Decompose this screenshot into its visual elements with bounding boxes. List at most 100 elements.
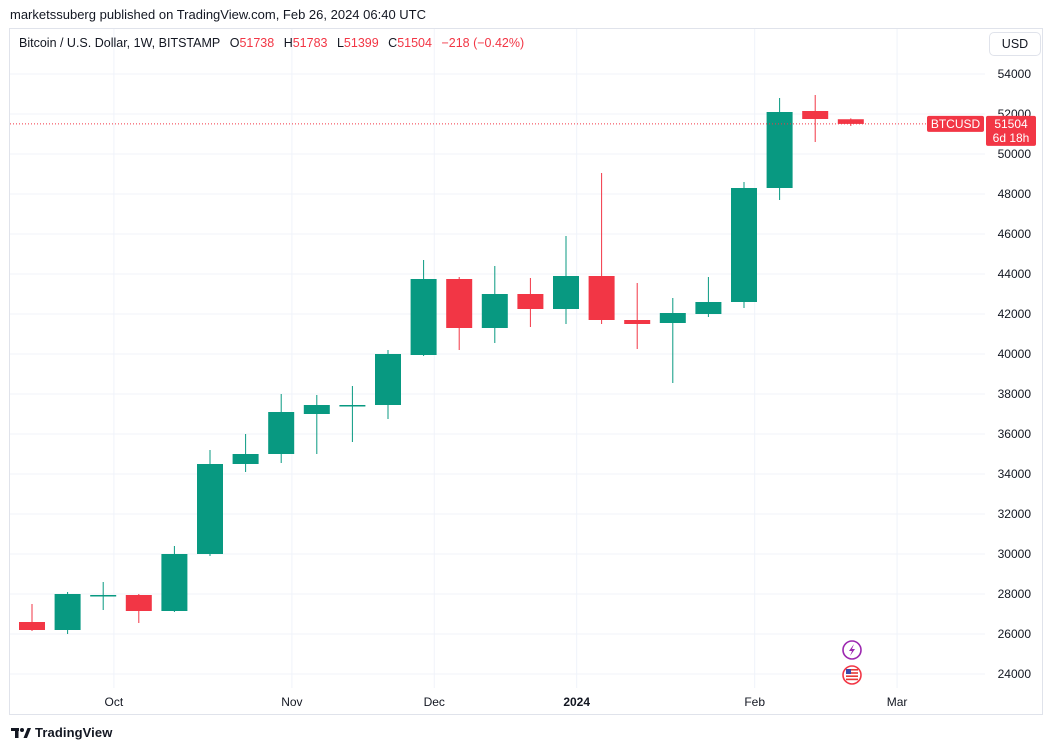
candle-body — [197, 464, 223, 554]
candle — [90, 582, 117, 610]
time-tick-label: 2024 — [563, 695, 590, 709]
price-tick-label: 42000 — [998, 307, 1032, 321]
candle-body — [837, 119, 864, 124]
candle-body — [19, 622, 45, 630]
candle-body — [339, 405, 366, 407]
price-tick-label: 24000 — [998, 667, 1032, 681]
price-tick-label: 44000 — [998, 267, 1032, 281]
time-tick-label: Nov — [281, 695, 302, 709]
candle — [481, 266, 508, 343]
symbol-tag-bg — [927, 115, 984, 132]
close-label: C — [388, 36, 398, 50]
price-tag-value: 51504 — [994, 117, 1028, 131]
time-tick-label: Dec — [424, 695, 445, 709]
candle-body — [695, 302, 722, 314]
low-label: L — [336, 36, 344, 50]
low-value: 51399 — [343, 36, 379, 50]
candle — [303, 395, 330, 454]
candle — [446, 277, 473, 350]
time-tick-label: Mar — [887, 695, 908, 709]
candle — [197, 450, 223, 556]
candle-body — [553, 276, 579, 309]
candle-body — [54, 594, 81, 630]
candle-body — [802, 111, 829, 119]
candle-body — [303, 405, 330, 414]
change-value: −218 (−0.42%) — [441, 36, 525, 50]
us-flag-stripe — [846, 678, 858, 681]
currency-button[interactable]: USD — [989, 32, 1041, 56]
candle — [19, 604, 45, 631]
price-tag-countdown: 6d 18h — [993, 131, 1030, 145]
candle-body — [161, 554, 188, 611]
lightning-icon — [842, 640, 862, 660]
candle-body — [90, 595, 117, 597]
candle-body — [517, 294, 544, 309]
price-tick-label: 32000 — [998, 507, 1032, 521]
tradingview-logo-icon — [11, 727, 31, 738]
price-tick-label: 34000 — [998, 467, 1032, 481]
candle-body — [731, 188, 757, 302]
candle-body — [588, 276, 615, 320]
candle — [695, 277, 722, 317]
us-flag-stripe — [846, 672, 858, 674]
lightning-icon-bolt — [849, 644, 855, 656]
symbol-description: Bitcoin / U.S. Dollar, 1W, BITSTAMP — [19, 36, 221, 50]
open-label: O — [229, 36, 240, 50]
us-flag-stripe — [846, 669, 858, 671]
close-value: 51504 — [397, 36, 432, 50]
candle-body — [375, 354, 401, 405]
event-icons — [842, 640, 862, 685]
us-flag-canton — [846, 669, 851, 674]
us-flag-icon-circle — [842, 665, 862, 685]
price-tag-bg — [986, 115, 1036, 146]
price-tick-label: 26000 — [998, 627, 1032, 641]
time-axis: Oct Nov Dec 2024 Feb Mar — [105, 695, 908, 709]
price-tick-label: 40000 — [998, 347, 1032, 361]
candle — [54, 592, 81, 634]
symbol-legend: Bitcoin / U.S. Dollar, 1W, BITSTAMP O 517… — [19, 36, 524, 50]
us-flag-stripe — [846, 675, 858, 677]
candle — [731, 182, 757, 308]
price-axis: 24000 26000 28000 30000 32000 34000 36000 38000… — [998, 67, 1032, 681]
price-tick-label: 48000 — [998, 187, 1032, 201]
candle — [588, 173, 615, 324]
price-tick-label: 54000 — [998, 67, 1032, 81]
candle-body — [268, 412, 295, 454]
candle — [232, 434, 259, 472]
candle — [624, 283, 651, 349]
price-tick-label: 46000 — [998, 227, 1032, 241]
candle — [410, 260, 437, 356]
grid-lines — [10, 29, 985, 688]
candle-body — [446, 279, 473, 328]
candle-body — [766, 112, 793, 188]
footer-brand[interactable]: TradingView — [11, 725, 112, 740]
footer-brand-name: TradingView — [35, 725, 113, 740]
candle-body — [624, 320, 651, 324]
candle — [375, 350, 401, 419]
price-tick-label: 28000 — [998, 587, 1032, 601]
candle-body — [659, 313, 686, 323]
candle — [837, 118, 864, 127]
price-tick-label: 36000 — [998, 427, 1032, 441]
publisher-line: marketssuberg published on TradingView.c… — [10, 7, 426, 22]
time-tick-label: Feb — [744, 695, 765, 709]
candle — [339, 386, 366, 442]
candle — [802, 95, 829, 142]
candle — [125, 594, 152, 623]
time-tick-label: Oct — [105, 695, 124, 709]
candle-body — [232, 454, 259, 464]
candle — [161, 546, 188, 612]
candle-body — [481, 294, 508, 328]
candle-body — [410, 279, 437, 355]
candle — [268, 394, 295, 463]
symbol-tag-label: BTCUSD — [931, 117, 981, 131]
price-tick-label: 30000 — [998, 547, 1032, 561]
candle — [517, 278, 544, 327]
candle — [659, 298, 686, 383]
price-tick-label: 50000 — [998, 147, 1032, 161]
high-value: 51783 — [292, 36, 328, 50]
candle — [766, 98, 793, 200]
candle — [553, 236, 579, 324]
